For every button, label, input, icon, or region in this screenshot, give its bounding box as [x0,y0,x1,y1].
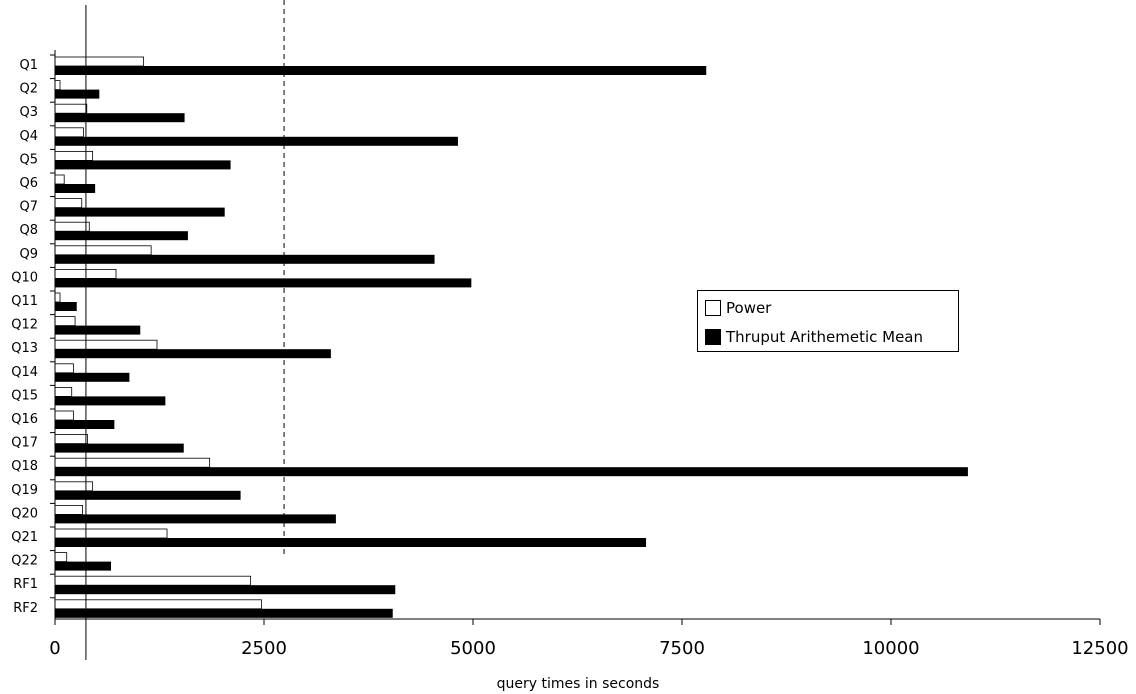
bar-power-q12 [54,316,76,327]
category-label-q7: Q7 [19,200,38,215]
bar-power-q20 [54,504,83,515]
bar-thruput-q5 [55,160,231,170]
bar-thruput-q16 [55,420,115,429]
category-label-q15: Q15 [11,388,38,403]
bar-power-q15 [54,386,73,397]
x-tick-label-12500: 12500 [1071,638,1128,659]
category-label-q6: Q6 [19,176,38,191]
bar-thruput-q20 [55,514,336,524]
bar-thruput-q13 [55,349,331,359]
category-label-q9: Q9 [19,247,38,262]
bar-thruput-q15 [55,396,166,406]
x-tick-labels: 0 2500 5000 7500 10000 12500 [49,638,1128,659]
bar-thruput-q22 [55,561,112,571]
category-label-q14: Q14 [11,365,38,380]
category-label-q3: Q3 [19,105,38,120]
bar-power-q17 [54,434,89,445]
bar-thruput-q12 [55,325,141,335]
legend-label-thruput: Thruput Arithemetic Mean [726,328,924,346]
bar-thruput-q17 [55,443,184,453]
x-tick-label-10000: 10000 [862,638,919,659]
bar-thruput-q19 [55,490,241,500]
bar-power-rf1 [54,575,252,586]
x-tick-label-0: 0 [49,638,60,659]
bar-thruput-q3 [55,113,185,123]
bar-power-q21 [54,528,168,539]
axes [54,50,1101,625]
bar-thruput-q6 [55,184,96,193]
bar-power-q9 [54,245,152,256]
category-label-q22: Q22 [11,554,38,569]
category-label-q19: Q19 [11,483,38,498]
category-label-q5: Q5 [19,152,38,167]
category-label-q12: Q12 [11,318,38,333]
category-label-q16: Q16 [11,412,38,427]
category-label-q21: Q21 [11,530,38,545]
category-label-rf2: RF2 [13,601,38,616]
bar-thruput-q18 [55,467,968,477]
bar-power-q7 [54,198,83,209]
category-label-q20: Q20 [11,506,38,521]
legend-item-thruput: Thruput Arithemetic Mean [705,327,923,347]
bar-power-q11 [54,292,61,303]
bars-layer [54,56,968,618]
bar-power-q22 [54,552,68,562]
category-label-rf1: RF1 [13,577,38,592]
bar-thruput-q11 [55,302,77,311]
bar-power-q14 [54,363,74,374]
bar-power-q13 [54,339,158,350]
category-label-q17: Q17 [11,436,38,451]
reference-lines [85,0,285,660]
x-axis-title: query times in seconds [497,676,660,692]
category-label-q10: Q10 [11,270,38,285]
x-tick-label-2500: 2500 [241,638,287,659]
category-label-q4: Q4 [19,129,38,144]
bar-thruput-rf1 [55,585,396,595]
bar-thruput-q14 [55,372,130,382]
bar-thruput-q8 [55,231,188,241]
category-label-q18: Q18 [11,459,38,474]
bar-power-q2 [54,80,61,90]
bar-thruput-q9 [55,254,435,264]
category-label-q1: Q1 [19,58,38,73]
bar-power-q5 [54,150,94,161]
x-tick-label-7500: 7500 [659,638,705,659]
bar-power-q3 [54,103,88,114]
legend-label-power: Power [726,299,772,317]
legend: Power Thruput Arithemetic Mean [697,290,959,352]
legend-swatch-thruput [705,329,721,345]
bar-thruput-q21 [55,538,647,547]
bar-power-q18 [54,457,211,468]
bar-power-q19 [54,481,94,492]
category-label-q2: Q2 [19,82,38,97]
bar-thruput-q1 [55,66,707,75]
bar-thruput-q10 [55,278,472,288]
bar-power-q16 [54,410,74,421]
category-label-q8: Q8 [19,223,38,238]
category-labels: Q1 Q2 Q3 Q4 Q5 Q6 Q7 Q8 Q9 Q10 Q11 Q12 Q13 Q14 Q15 Q16 Q… [11,54,55,616]
category-label-q11: Q11 [11,294,38,309]
bar-power-q8 [54,221,90,232]
bar-thruput-q2 [55,89,100,99]
legend-swatch-power [705,300,721,316]
x-tick-label-5000: 5000 [450,638,496,659]
bar-thruput-q4 [55,136,458,146]
legend-item-power: Power [705,298,771,318]
bar-thruput-q7 [55,207,225,217]
bar-power-q1 [54,56,145,67]
bar-thruput-rf2 [55,608,393,618]
category-label-q13: Q13 [11,341,38,356]
bar-power-q6 [54,174,65,185]
bar-power-q4 [54,127,84,138]
